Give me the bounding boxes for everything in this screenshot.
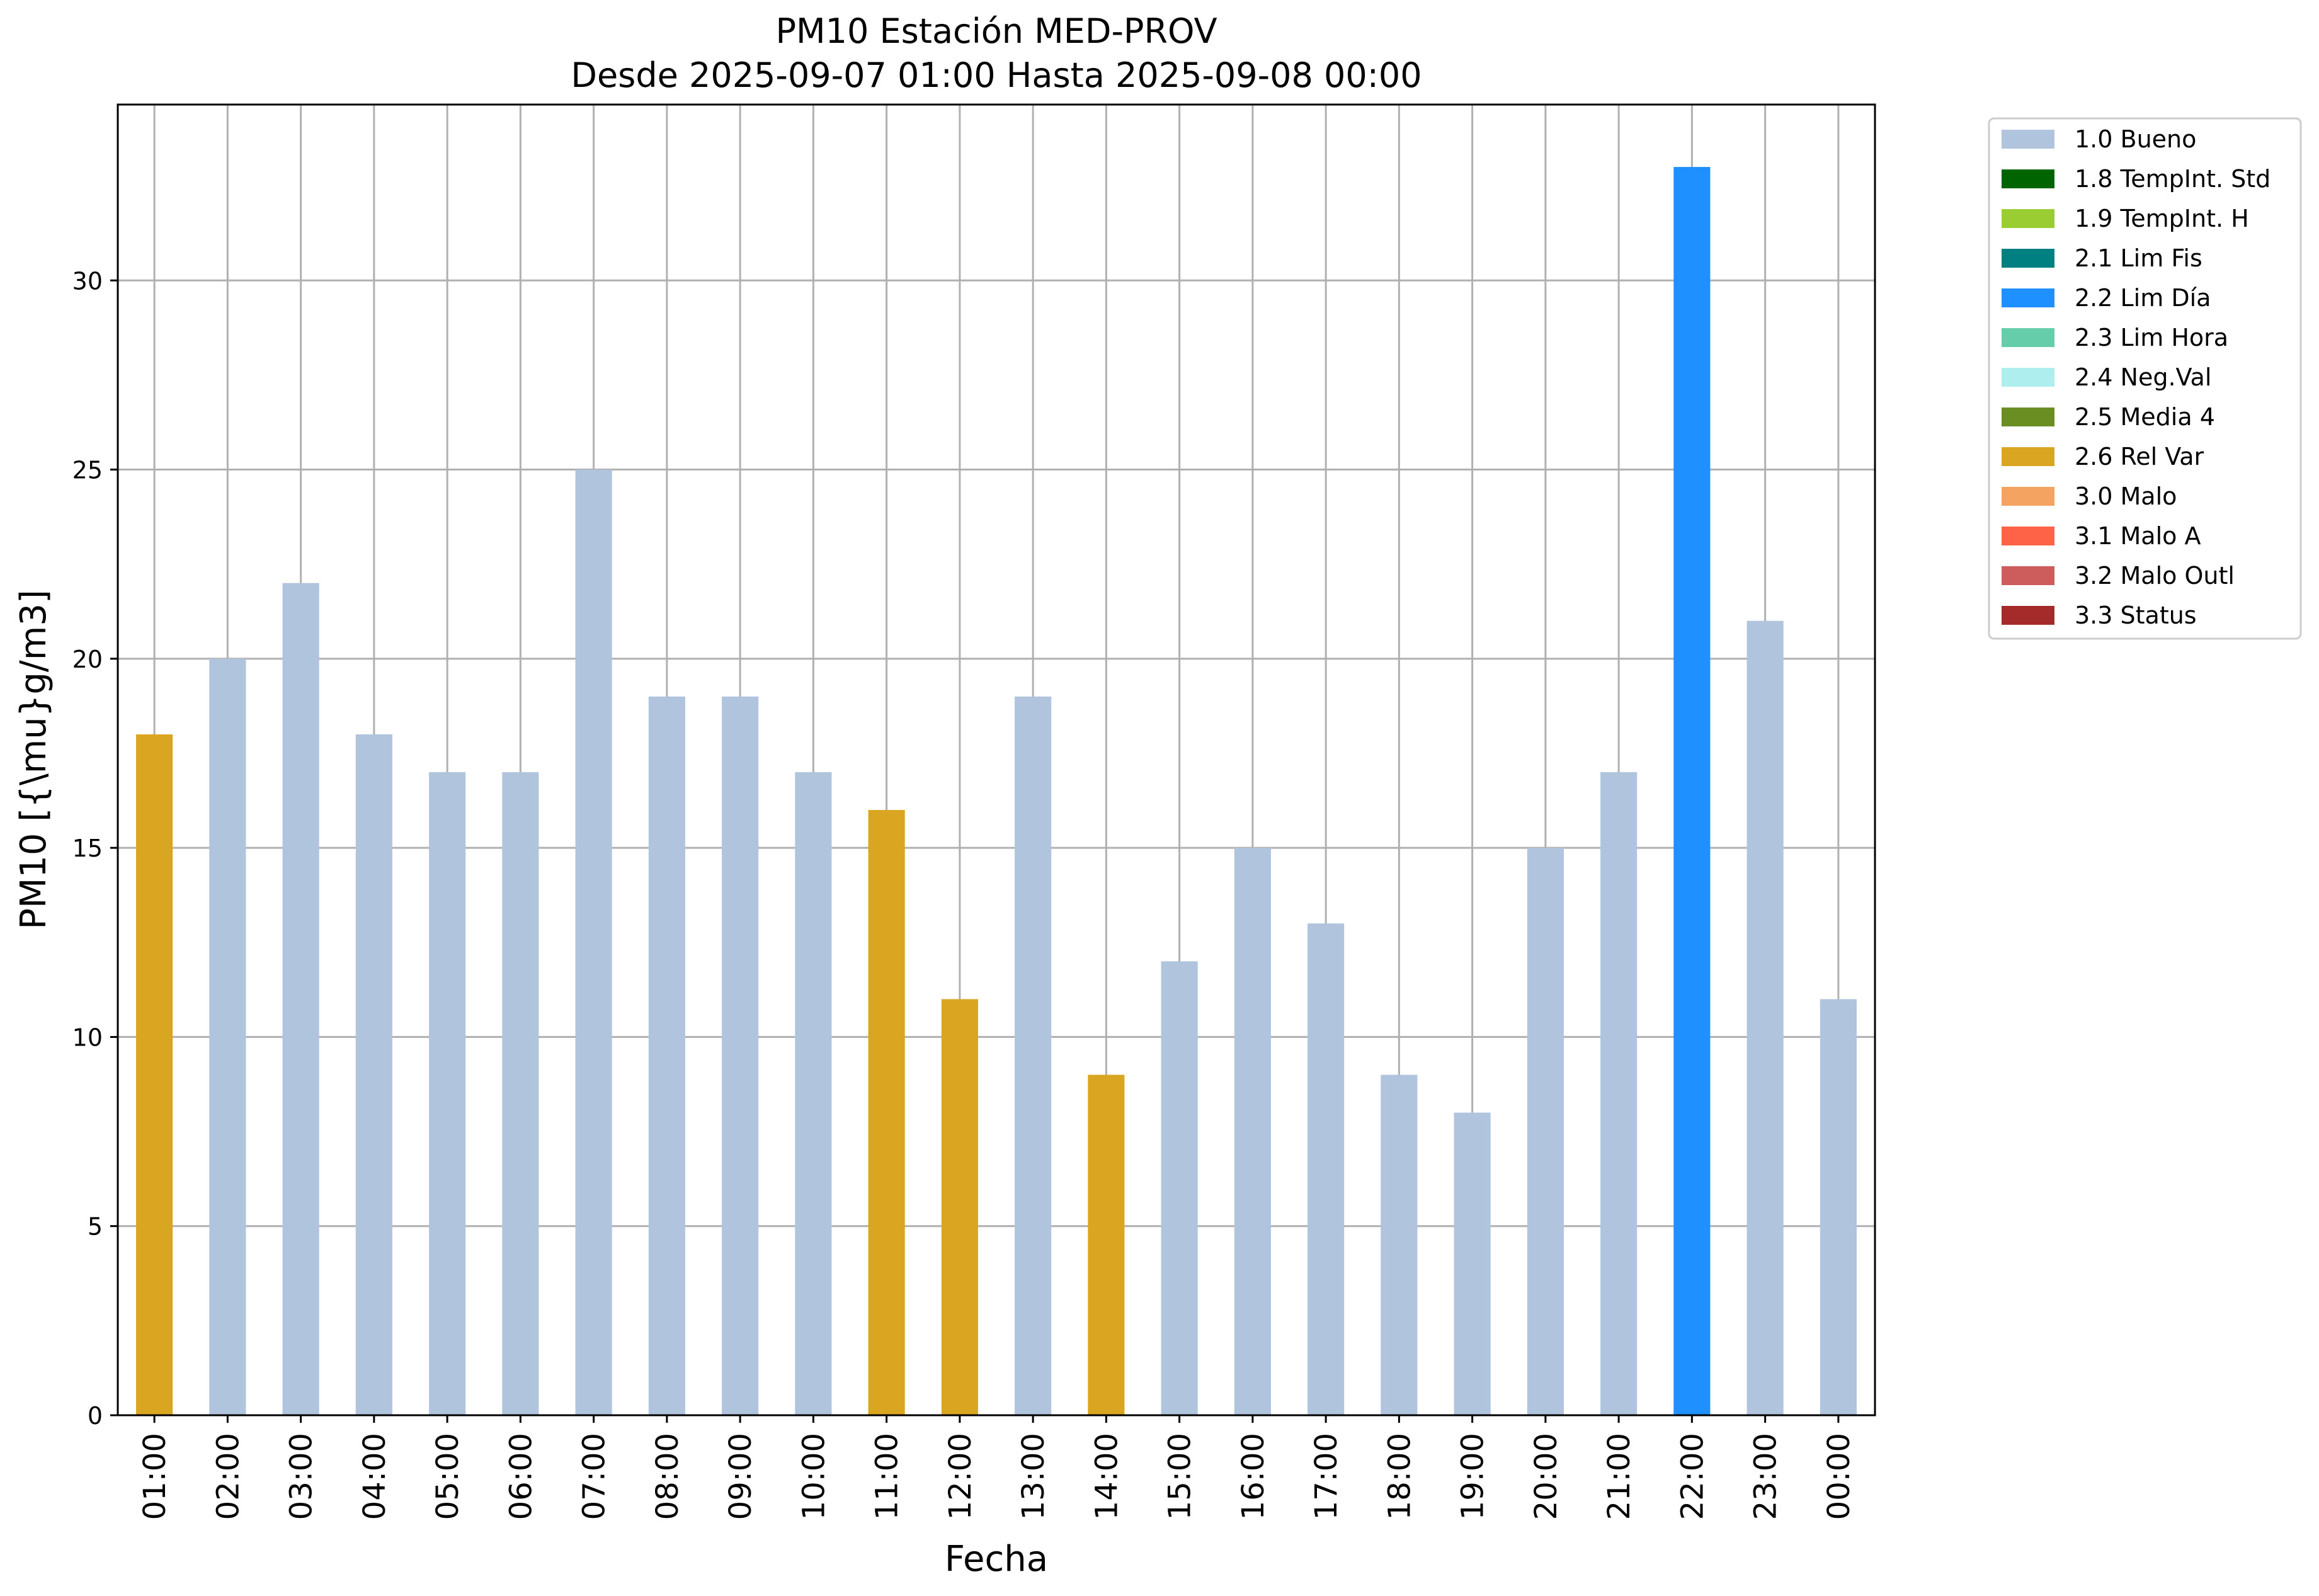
- x-tick-label: 03:00: [284, 1433, 319, 1520]
- bar-1900: [1454, 1112, 1491, 1415]
- legend-swatch: [2002, 368, 2054, 387]
- bar-0600: [502, 772, 539, 1415]
- legend-label: 1.0 Bueno: [2075, 125, 2196, 153]
- bar-0300: [282, 583, 319, 1415]
- bar-0100: [136, 734, 173, 1415]
- bar-2000: [1527, 848, 1564, 1415]
- bar-1100: [868, 810, 905, 1415]
- plot-frame: [117, 103, 1876, 1416]
- x-tick-label: 15:00: [1163, 1433, 1198, 1520]
- chart-title: PM10 Estación MED-PROV: [775, 11, 1217, 51]
- bar-2100: [1600, 772, 1638, 1415]
- x-tick-label: 01:00: [137, 1433, 173, 1520]
- x-tick-label: 11:00: [870, 1433, 905, 1520]
- legend-swatch: [2002, 249, 2054, 268]
- bar-1700: [1308, 923, 1345, 1415]
- y-axis-label: PM10 [{\mu}g/m3]: [13, 590, 54, 930]
- legend-label: 2.2 Lim Día: [2075, 284, 2211, 312]
- bar-0400: [355, 734, 392, 1415]
- bar-1000: [795, 772, 832, 1415]
- x-tick-label: 08:00: [650, 1433, 685, 1520]
- y-tick-label: 25: [72, 457, 103, 484]
- legend-swatch: [2002, 328, 2054, 347]
- x-tick-label: 23:00: [1748, 1433, 1784, 1520]
- bar-1500: [1161, 961, 1198, 1415]
- x-tick-label: 09:00: [723, 1433, 758, 1520]
- x-tick-label: 17:00: [1309, 1433, 1344, 1520]
- legend-label: 3.2 Malo Outl: [2075, 562, 2235, 590]
- x-tick-label: 20:00: [1529, 1433, 1564, 1520]
- legend-label: 3.1 Malo A: [2075, 522, 2201, 550]
- x-tick-label: 00:00: [1821, 1433, 1857, 1520]
- x-tick-label: 12:00: [943, 1433, 978, 1520]
- y-tick-label: 30: [72, 267, 103, 295]
- legend-swatch: [2002, 130, 2054, 149]
- legend-swatch: [2002, 566, 2054, 585]
- y-tick-label: 0: [88, 1402, 103, 1430]
- legend-label: 2.5 Media 4: [2075, 403, 2215, 431]
- bar-1600: [1234, 848, 1271, 1415]
- legend-swatch: [2002, 487, 2054, 506]
- bar-1300: [1015, 696, 1052, 1415]
- x-axis: 01:00 02:00 03:00 04:00 05:00 06:00 07:00 08:00…: [137, 1415, 1857, 1520]
- bar-2300: [1746, 620, 1784, 1416]
- x-tick-label: 18:00: [1382, 1433, 1417, 1520]
- y-tick-label: 10: [72, 1023, 103, 1051]
- bar-0000: [1820, 999, 1857, 1415]
- bar-0900: [722, 696, 759, 1415]
- x-tick-label: 13:00: [1016, 1433, 1051, 1520]
- legend-label: 3.3 Status: [2075, 601, 2197, 629]
- x-tick-label: 04:00: [357, 1433, 392, 1520]
- x-tick-label: 02:00: [210, 1433, 246, 1520]
- x-axis-label: Fecha: [945, 1539, 1048, 1580]
- x-tick-label: 06:00: [503, 1433, 538, 1520]
- x-tick-label: 05:00: [430, 1433, 465, 1520]
- x-tick-label: 14:00: [1089, 1433, 1124, 1520]
- y-axis: 0 5 10 15 20 25 30: [72, 267, 118, 1430]
- y-tick-label: 5: [88, 1213, 103, 1241]
- legend-swatch: [2002, 447, 2054, 466]
- legend-label: 2.4 Neg.Val: [2075, 363, 2211, 391]
- x-tick-label: 19:00: [1456, 1433, 1491, 1520]
- bar-0800: [648, 696, 685, 1415]
- bar-0200: [209, 658, 246, 1415]
- legend-label: 1.9 TempInt. H: [2075, 205, 2249, 232]
- legend-label: 2.1 Lim Fis: [2075, 244, 2202, 272]
- chart-subtitle: Desde 2025-09-07 01:00 Hasta 2025-09-08 …: [571, 55, 1422, 95]
- bar-1200: [941, 999, 978, 1415]
- legend-label: 3.0 Malo: [2075, 482, 2177, 510]
- legend: 1.0 Bueno 1.8 TempInt. Std 1.9 TempInt. H 2…: [1988, 117, 2302, 640]
- bar-0700: [575, 469, 612, 1415]
- legend-swatch: [2002, 288, 2054, 307]
- bars: [136, 167, 1857, 1416]
- bar-0500: [429, 772, 466, 1415]
- legend-swatch: [2002, 527, 2054, 545]
- x-tick-label: 16:00: [1236, 1433, 1271, 1520]
- bar-1800: [1381, 1074, 1418, 1415]
- legend-swatch: [2002, 408, 2054, 426]
- legend-label: 2.3 Lim Hora: [2075, 324, 2228, 351]
- x-tick-label: 07:00: [577, 1433, 612, 1520]
- legend-swatch: [2002, 209, 2054, 228]
- legend-frame: [1988, 117, 2302, 640]
- y-tick-label: 15: [72, 835, 103, 862]
- y-tick-label: 20: [72, 646, 103, 673]
- bar-1400: [1088, 1074, 1125, 1415]
- bar-2200: [1673, 167, 1711, 1416]
- x-tick-label: 10:00: [796, 1433, 831, 1520]
- legend-swatch: [2002, 606, 2054, 625]
- legend-label: 2.6 Rel Var: [2075, 443, 2204, 470]
- legend-swatch: [2002, 169, 2054, 188]
- legend-label: 1.8 TempInt. Std: [2075, 165, 2271, 193]
- x-tick-label: 22:00: [1675, 1433, 1710, 1520]
- x-tick-label: 21:00: [1602, 1433, 1637, 1520]
